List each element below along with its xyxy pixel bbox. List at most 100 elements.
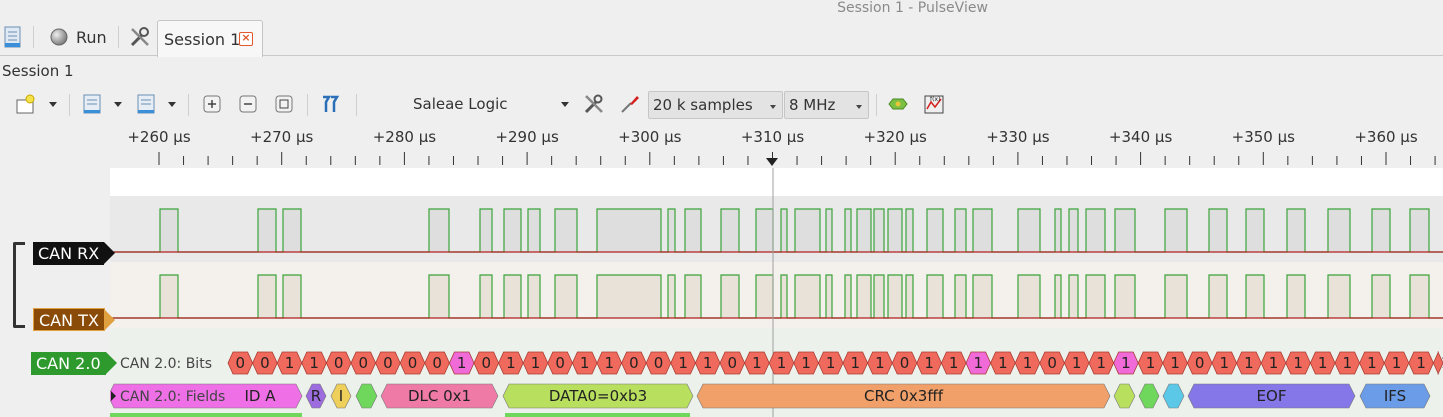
bit-annotation[interactable]: 1 [1285,351,1311,375]
field-annotation[interactable]: IFS [1359,383,1431,409]
bit-value: 1 [826,354,836,372]
channel-label-can-rx[interactable]: CAN RX [33,242,116,265]
bit-annotation[interactable]: 1 [1063,351,1090,375]
field-annotation[interactable]: ID A [107,383,303,409]
bit-annotation[interactable]: 1 [1408,351,1434,375]
bit-annotation[interactable]: 1 [1113,351,1139,375]
zoom-fit-icon[interactable] [273,93,295,115]
bit-annotation[interactable]: 0 [399,351,426,375]
bit-annotation[interactable]: 1 [867,351,893,375]
bit-annotation[interactable]: 0 [719,351,746,375]
field-annotation[interactable]: CRC 0x3fff [696,383,1111,409]
channel-label-can-tx[interactable]: CAN TX [33,308,115,331]
bit-annotation[interactable]: 1 [498,351,524,375]
bit-annotation[interactable]: 1 [768,351,795,375]
device-selector[interactable]: Saleae Logic [413,95,508,113]
bit-annotation[interactable]: 1 [301,351,327,375]
field-annotation[interactable]: DLC 0x1 [380,383,499,409]
samplerate-select[interactable]: 8 MHz [784,91,869,119]
save-file-icon[interactable] [135,93,157,115]
field-annotation[interactable]: R [305,383,327,409]
bit-annotation[interactable]: 0 [547,351,573,375]
bit-annotation[interactable]: 1 [1359,351,1385,375]
expand-arrow-icon[interactable] [111,391,116,401]
bit-annotation[interactable]: 1 [842,351,869,375]
bit-annotation[interactable]: 1 [1334,351,1361,375]
bit-annotation[interactable]: 0 [227,351,254,375]
decoder-label-can[interactable]: CAN 2.0 [31,352,117,375]
field-annotation[interactable] [355,383,378,409]
bit-annotation[interactable]: 0 [325,351,352,375]
bit-annotation[interactable]: 1 [694,351,721,375]
chevron-down-icon[interactable] [561,102,569,107]
signal-high-fill [845,275,851,318]
signal-high-fill [845,209,851,252]
signal-high-fill [888,275,902,318]
bit-annotation[interactable]: 0 [1186,351,1213,375]
tab-session-1[interactable]: Session 1 × [157,20,263,57]
device-config-icon[interactable] [583,93,605,115]
bit-annotation[interactable]: 1 [1162,351,1188,375]
bit-annotation[interactable]: 1 [817,351,844,375]
bit-annotation[interactable]: 1 [596,351,623,375]
bit-annotation[interactable]: 1 [1137,351,1164,375]
sessions-menu-button[interactable] [3,22,23,52]
bit-annotation[interactable]: 1 [965,351,992,375]
signal-high-fill [1372,209,1390,252]
bit-annotation[interactable]: 0 [645,351,672,375]
bit-annotation[interactable]: 1 [1260,351,1287,375]
signal-high-fill [283,209,301,252]
run-button[interactable]: Run [49,22,107,52]
field-annotation[interactable] [1162,383,1185,409]
field-annotation[interactable] [1138,383,1160,409]
bit-annotation[interactable]: 1 [1211,351,1238,375]
chevron-down-icon[interactable] [114,102,122,107]
bit-annotation[interactable]: 1 [1236,351,1262,375]
bit-annotation[interactable]: 0 [621,351,647,375]
bit-value: 1 [457,354,467,372]
close-icon[interactable]: × [239,32,253,46]
math-signal-icon[interactable]: f(x) [923,93,945,115]
bit-annotation[interactable]: 1 [1309,351,1336,375]
zoom-out-icon[interactable] [237,93,259,115]
open-file-icon[interactable] [81,93,103,115]
bit-annotation[interactable]: 0 [891,351,918,375]
trigger-marker-icon[interactable] [766,158,778,166]
chevron-down-icon[interactable] [168,102,176,107]
bit-annotation[interactable]: 1 [571,351,598,375]
bit-annotation[interactable]: 1 [1383,351,1410,375]
cursor-toggle-icon[interactable] [319,93,341,115]
bit-annotation[interactable]: 0 [375,351,401,375]
settings-button[interactable] [128,22,152,52]
bit-annotation[interactable]: 1 [990,351,1016,375]
sample-count-select[interactable]: 20 k samples [648,91,783,119]
time-ruler[interactable]: +260 µs +270 µs +280 µs +290 µs +300 µs +310 … [110,122,1443,168]
bit-annotation[interactable]: 0 [1039,351,1065,375]
chevron-down-icon[interactable] [49,102,57,107]
field-annotation[interactable]: DATA0=0xb3 [502,383,694,409]
bit-annotation[interactable]: 1 [1432,351,1443,375]
bit-annotation[interactable]: 0 [350,351,377,375]
bit-annotation[interactable]: 0 [424,351,450,375]
bit-annotation[interactable]: 1 [448,351,475,375]
field-annotation[interactable]: I [330,383,352,409]
field-annotation[interactable] [1113,383,1136,409]
probe-icon[interactable] [619,93,641,115]
bit-annotation[interactable]: 1 [940,351,967,375]
bit-annotation[interactable]: 1 [1088,351,1115,375]
bit-annotation[interactable]: 0 [252,351,278,375]
bit-annotation[interactable]: 1 [670,351,696,375]
add-decoder-icon[interactable] [887,93,909,115]
zoom-in-icon[interactable] [201,93,223,115]
ruler-label: +300 µs [618,128,682,146]
bit-annotation[interactable]: 1 [276,351,303,375]
separator [188,94,189,116]
bit-annotation[interactable]: 0 [473,351,500,375]
new-session-icon[interactable] [14,93,36,115]
bit-annotation[interactable]: 1 [916,351,942,375]
bit-annotation[interactable]: 1 [522,351,549,375]
bit-annotation[interactable]: 1 [793,351,819,375]
bit-annotation[interactable]: 1 [744,351,770,375]
bit-annotation[interactable]: 1 [1014,351,1041,375]
field-annotation[interactable]: EOF [1187,383,1356,409]
